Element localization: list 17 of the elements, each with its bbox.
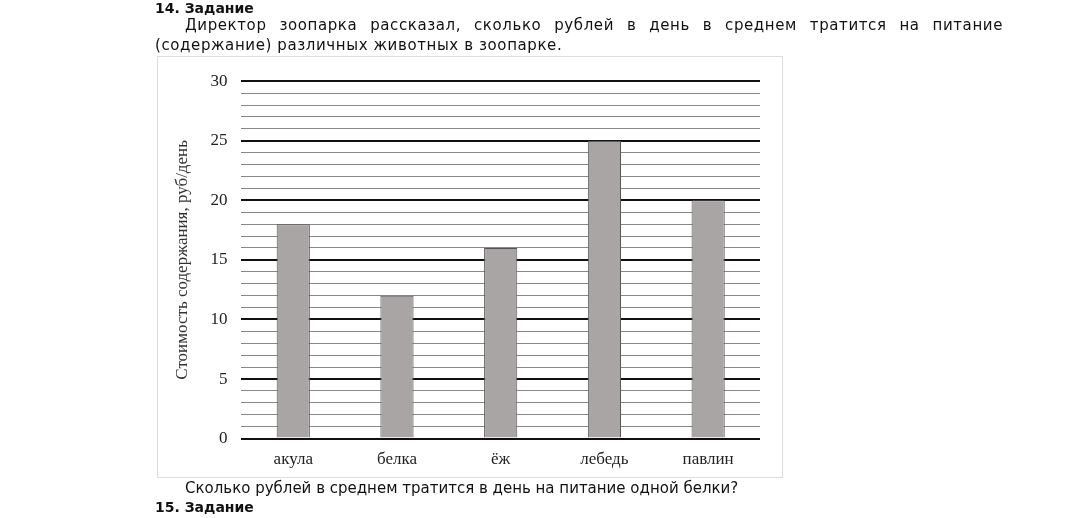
text: Сколько рублей в среднем тратится в день на питание одной белки? xyxy=(185,479,739,497)
x-tick-label: павлин xyxy=(682,449,734,469)
x-tick-label: акула xyxy=(273,449,314,469)
y-tick-label: 20 xyxy=(210,189,228,209)
y-tick-label: 0 xyxy=(218,428,228,448)
y-tick-label: 5 xyxy=(218,368,228,388)
x-tick-label: лебедь xyxy=(580,449,629,469)
y-tick-label: 30 xyxy=(210,70,228,90)
y-tick-label: 15 xyxy=(210,249,228,269)
text: 15. Задание xyxy=(155,498,254,516)
y-tick-label: 10 xyxy=(210,308,228,328)
x-tick-label: ёж xyxy=(491,449,511,469)
chart-title: Директор зоопарка рассказал, сколько рублей в день в среднем тратится на питание (содержание) различных животных в зоопарке. xyxy=(155,15,1003,55)
y-tick-label: 25 xyxy=(210,130,228,150)
text: 14. Задание xyxy=(155,0,254,16)
y-axis-title: Стоимость содержания, руб/день xyxy=(171,139,191,380)
x-tick-label: белка xyxy=(376,449,418,469)
